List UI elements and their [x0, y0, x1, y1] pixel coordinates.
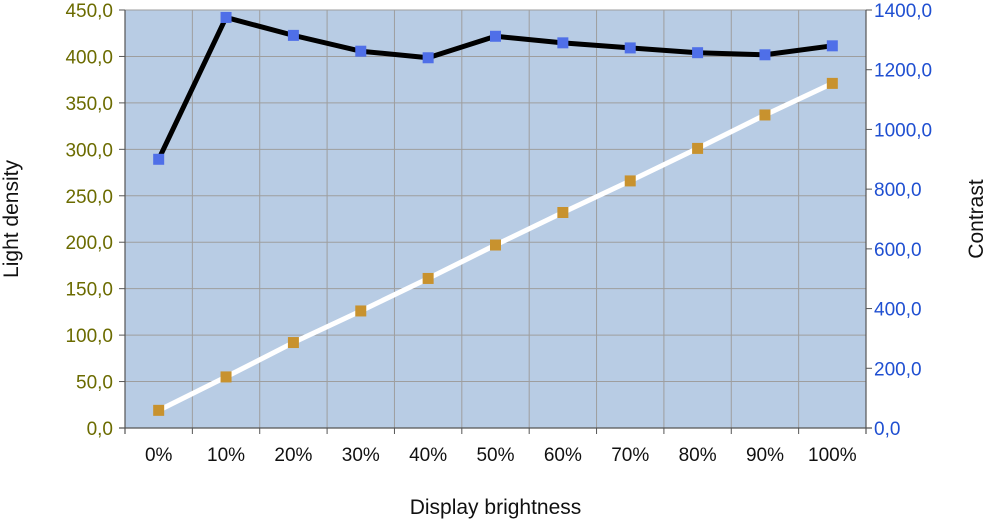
x-tick-label: 0% [145, 445, 173, 466]
light-density-point [826, 77, 838, 89]
contrast-series [153, 11, 838, 165]
y-tick-label-right: 0,0 [874, 419, 900, 440]
x-tick-label: 70% [611, 445, 649, 466]
x-tick-label: 40% [409, 445, 447, 466]
y-tick-label-right: 1000,0 [874, 120, 932, 141]
light-density-point [759, 109, 771, 121]
y-tick-label-left: 300,0 [65, 140, 113, 161]
contrast-point [287, 29, 299, 41]
y-tick-label-left: 0,0 [87, 419, 113, 440]
contrast-point [557, 37, 569, 49]
y-tick-label-left: 400,0 [65, 47, 113, 68]
light-density-point [692, 142, 704, 154]
plot-area [125, 10, 866, 428]
light-density-point [624, 175, 636, 187]
x-axis-title: Display brightness [410, 496, 582, 519]
axes [119, 9, 872, 434]
contrast-point [826, 40, 838, 52]
light-density-point [422, 272, 434, 284]
y-tick-label-left: 200,0 [65, 233, 113, 254]
contrast-point [153, 153, 165, 165]
x-tick-label: 30% [342, 445, 380, 466]
y-tick-label-left: 350,0 [65, 94, 113, 115]
contrast-point [692, 47, 704, 59]
contrast-point [624, 42, 636, 54]
x-tick-label: 20% [274, 445, 312, 466]
x-tick-label: 90% [746, 445, 784, 466]
x-tick-label: 50% [476, 445, 514, 466]
tick-labels: 0,0 50,0 100,0 150,0 200,0 250,0 300,0 350,0 400… [65, 1, 932, 466]
contrast-point [422, 52, 434, 64]
contrast-point [220, 11, 232, 23]
light-density-point [557, 206, 569, 218]
y-tick-label-right: 1200,0 [874, 61, 932, 82]
light-density-point [287, 337, 299, 349]
x-tick-label: 80% [679, 445, 717, 466]
series [153, 11, 838, 416]
y-tick-label-left: 450,0 [65, 1, 113, 22]
y-tick-label-left: 150,0 [65, 280, 113, 301]
x-tick-label: 60% [544, 445, 582, 466]
y-tick-label-left: 250,0 [65, 187, 113, 208]
contrast-point [759, 49, 771, 61]
light-density-point [220, 371, 232, 383]
y-tick-label-right: 200,0 [874, 359, 922, 380]
light-density-point [355, 305, 367, 317]
light-density-point [490, 239, 501, 251]
y-axis-title-right: Contrast [965, 179, 988, 259]
contrast-point [490, 30, 501, 42]
x-tick-label: 10% [207, 445, 245, 466]
y-axis-title-left: Light density [0, 160, 23, 278]
light-density-series [153, 77, 838, 416]
y-tick-label-right: 400,0 [874, 300, 922, 321]
y-tick-label-right: 800,0 [874, 180, 922, 201]
x-tick-label: 100% [808, 445, 857, 466]
y-tick-label-left: 50,0 [76, 373, 113, 394]
y-tick-label-right: 1400,0 [874, 1, 932, 22]
light-density-point [153, 404, 165, 416]
grid [125, 9, 867, 428]
y-tick-label-left: 100,0 [65, 326, 113, 347]
contrast-point [355, 45, 367, 57]
y-tick-label-right: 600,0 [874, 240, 922, 261]
